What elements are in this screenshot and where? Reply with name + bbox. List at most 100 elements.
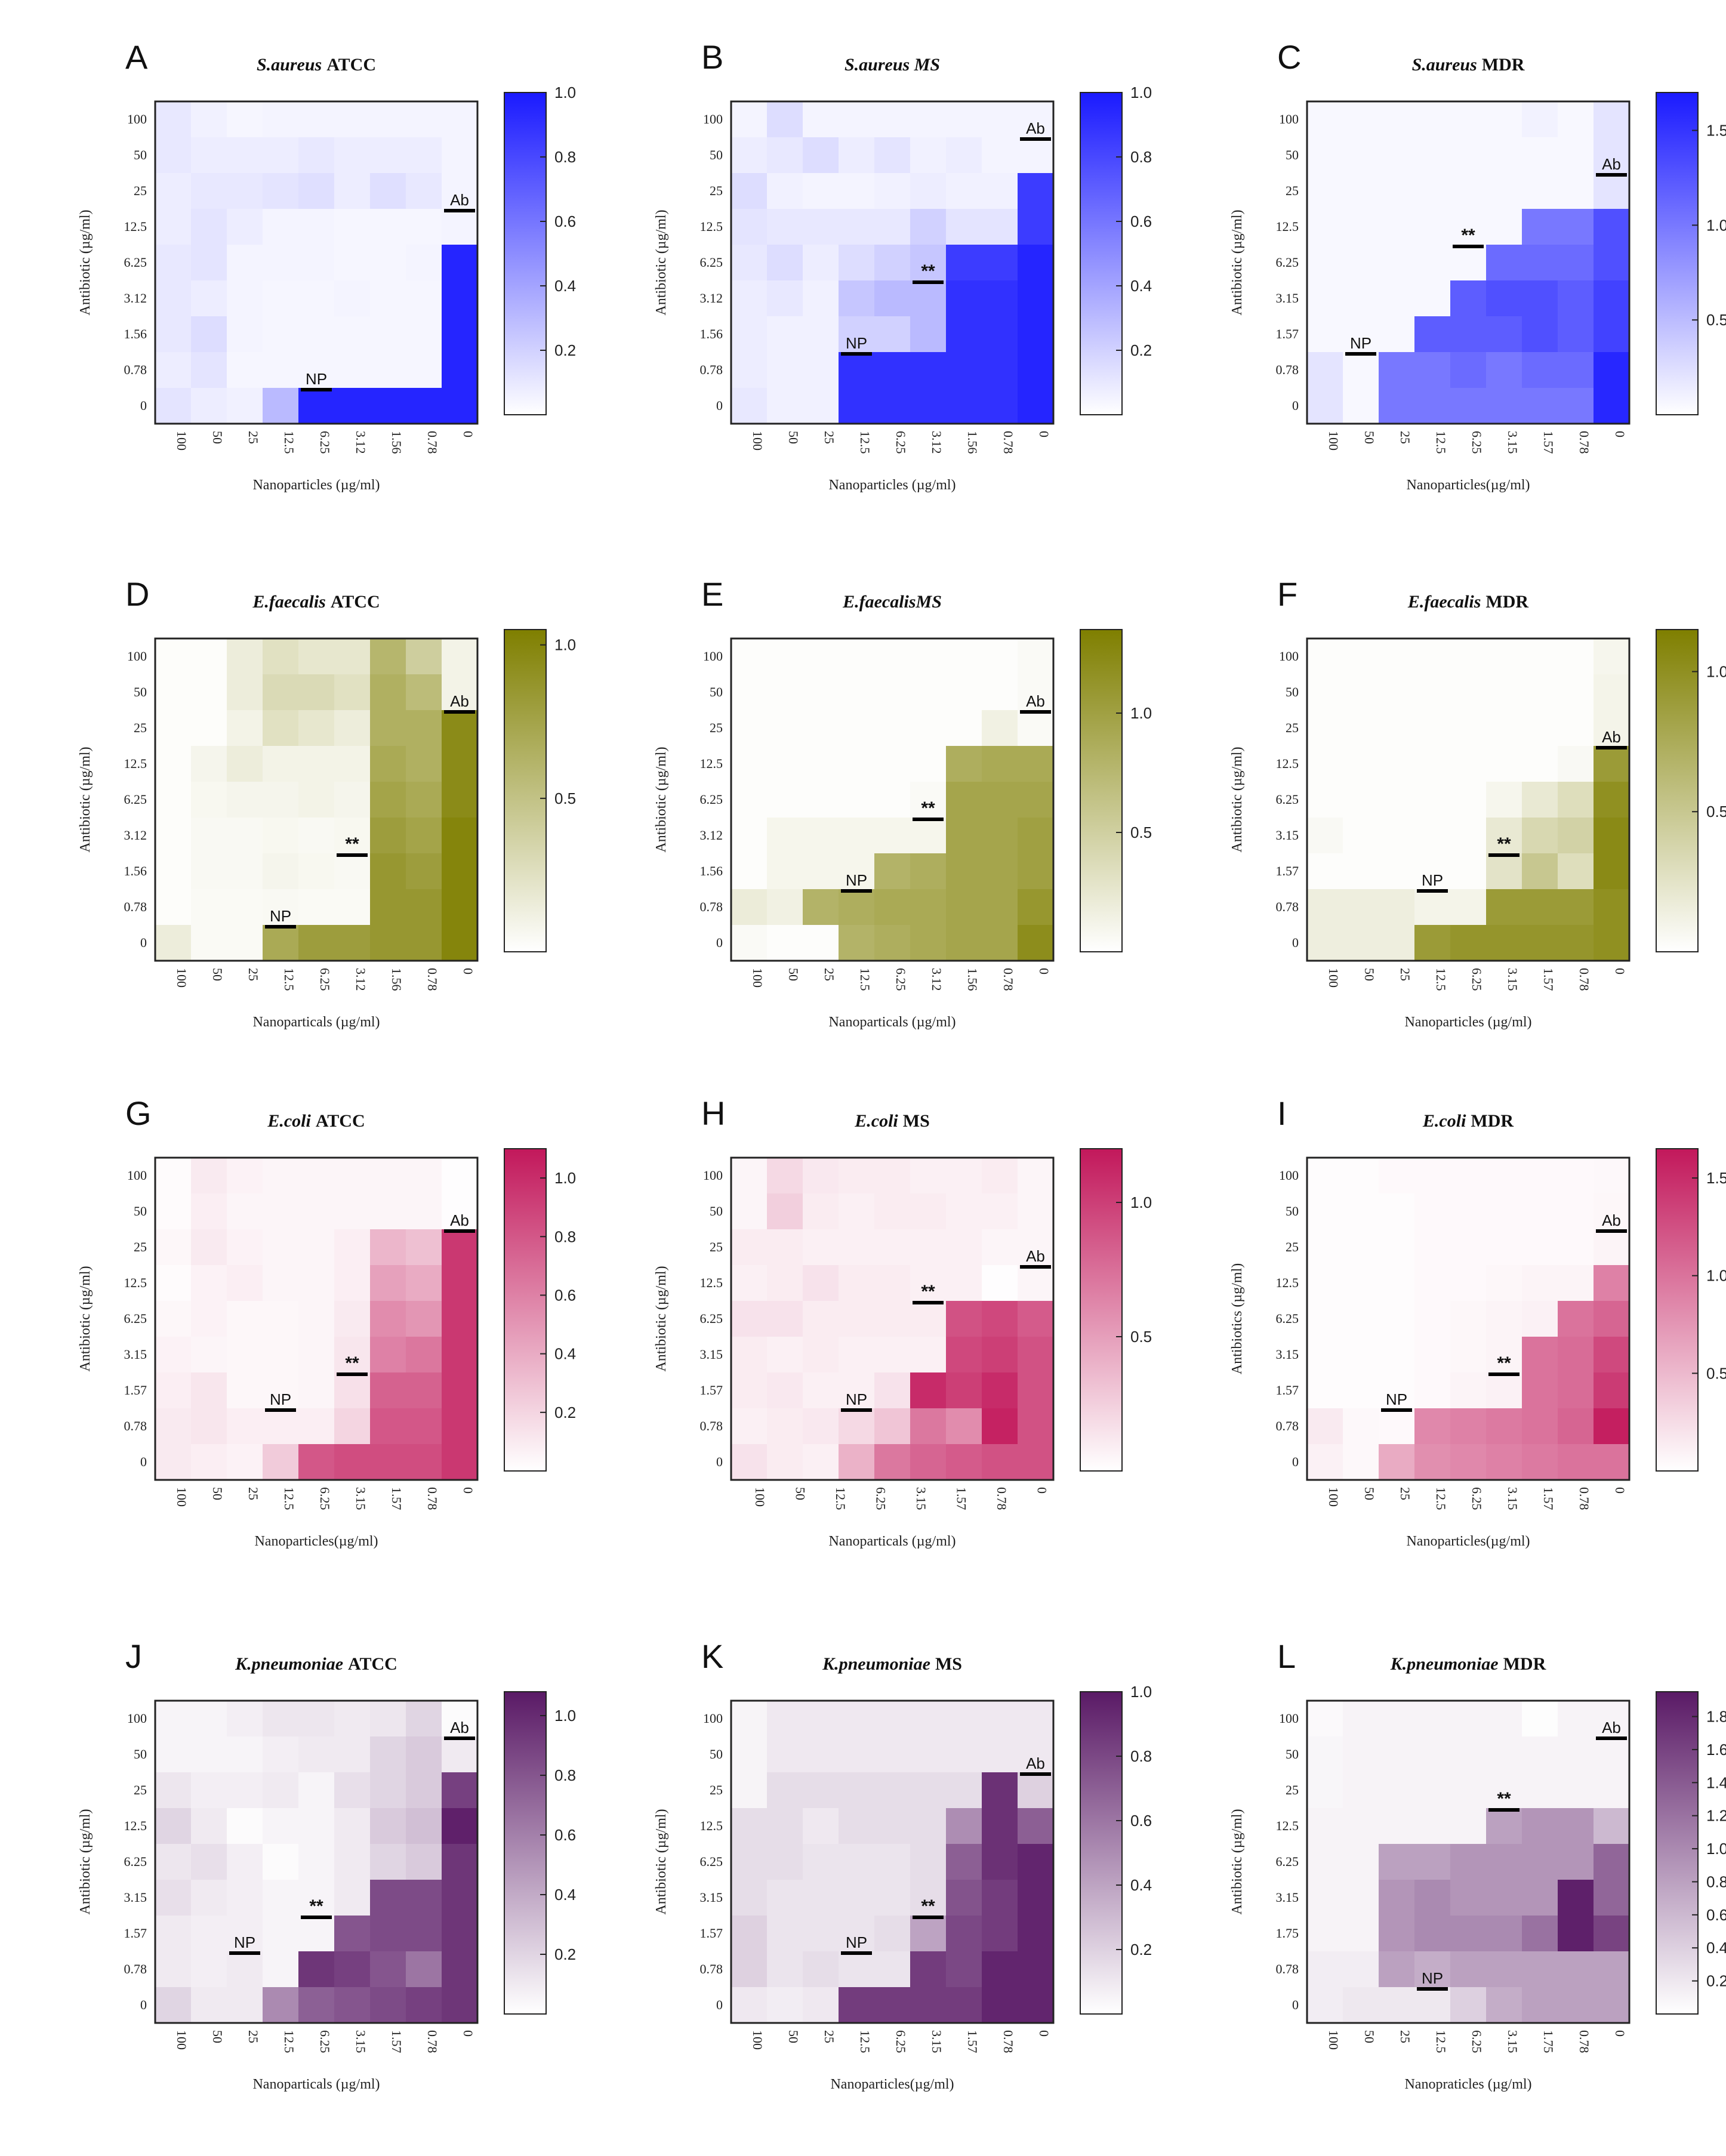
heatmap-cell [1522, 1193, 1558, 1230]
np-marker-label: NP [306, 370, 327, 388]
heatmap-cell [298, 1444, 335, 1480]
heatmap-cell [227, 1301, 263, 1337]
panel-title: S.aureus MS [844, 55, 940, 75]
heatmap-cell [1558, 818, 1594, 854]
heatmap-cell [263, 1916, 299, 1952]
y-tick-label: 0.78 [1276, 1418, 1299, 1433]
y-tick-label: 100 [703, 1711, 723, 1726]
heatmap-cell [1522, 1987, 1558, 2024]
heatmap-cell [370, 1701, 406, 1737]
y-tick-label: 12.5 [700, 1818, 723, 1833]
y-tick-label: 25 [134, 183, 147, 198]
x-tick-label: 0 [461, 1487, 476, 1494]
heatmap-cell [155, 245, 192, 281]
heatmap-cell [874, 173, 911, 209]
x-tick-label: 0 [1613, 968, 1628, 974]
heatmap-cell [1522, 1372, 1558, 1409]
colorbar [1080, 92, 1123, 415]
heatmap-cell [1307, 101, 1343, 138]
heatmap-cell [1018, 1229, 1054, 1266]
y-tick-label: 0 [716, 1454, 723, 1469]
y-tick-label: 1.57 [124, 1383, 147, 1398]
panel-j: J K.pneumoniae ATCC 100 50 25 12.5 6.25 3.15 1.57… [78, 1637, 576, 2092]
heatmap-cell [334, 352, 371, 388]
heatmap-cell [1486, 137, 1522, 174]
x-tick-label: 12.5 [1434, 2030, 1448, 2053]
heatmap-cell [803, 1844, 839, 1880]
heatmap-cell [1450, 1408, 1487, 1445]
heatmap-cell [155, 1337, 192, 1373]
heatmap-cell [1379, 639, 1415, 675]
heatmap-cell [155, 1808, 192, 1845]
heatmap-cell [874, 1158, 911, 1194]
heatmap-cell [298, 710, 335, 747]
heatmap-cell [370, 1916, 406, 1952]
heatmap-cell [406, 818, 442, 854]
panel-letter: G [125, 1094, 152, 1132]
heatmap-cell [839, 1844, 875, 1880]
heatmap-cell [803, 1951, 839, 1988]
x-axis-title: Nanoparticles(µg/ml) [830, 2077, 954, 2092]
heatmap-cell [731, 1736, 768, 1773]
heatmap-cell [1018, 1844, 1054, 1880]
y-tick-label: 0 [140, 398, 147, 413]
heatmap-cell [1018, 639, 1054, 675]
y-tick-label: 3.12 [700, 828, 723, 843]
heatmap-cell [406, 101, 442, 138]
heatmap-cell [839, 710, 875, 747]
title-strain: MDR [1503, 1654, 1546, 1674]
y-tick-label: 50 [1286, 1747, 1299, 1762]
heatmap-cell [731, 316, 768, 353]
heatmap-cell [1594, 674, 1630, 711]
heatmap-cell [910, 1701, 947, 1737]
x-tick-label: 3.15 [353, 2030, 368, 2053]
heatmap-cell [1018, 1951, 1054, 1988]
heatmap-cell [227, 782, 263, 818]
heatmap-cell [406, 1916, 442, 1952]
y-tick-label: 25 [710, 183, 723, 198]
heatmap-cell [263, 1987, 299, 2024]
heatmap-cell [1450, 137, 1487, 174]
heatmap-cell [946, 1301, 982, 1337]
x-tick-label: 25 [246, 2030, 261, 2043]
heatmap-cell [982, 710, 1018, 747]
heatmap-cell [370, 925, 406, 961]
heatmap-cell [1486, 388, 1522, 424]
heatmap-cell [874, 925, 911, 961]
heatmap-cell [263, 1736, 299, 1773]
x-tick-label: 0.78 [1577, 968, 1592, 991]
heatmap-cell [1018, 674, 1054, 711]
x-tick-label: 0 [461, 968, 476, 974]
heatmap-cell [1414, 245, 1451, 281]
x-tick-label: 0.78 [425, 1487, 440, 1510]
colorbar-tick-label: 0.6 [554, 212, 576, 230]
x-axis-title: Nanoparticles(µg/ml) [254, 1534, 378, 1549]
panel-title: E.faecalisMS [842, 592, 942, 612]
y-tick-label: 0.78 [124, 362, 147, 377]
heatmap-cell [767, 746, 803, 782]
heatmap-cell [1343, 209, 1379, 245]
heatmap-cell [1594, 1736, 1630, 1773]
heatmap-cell [910, 1301, 947, 1337]
heatmap-cell [839, 388, 875, 424]
heatmap-cell [946, 1987, 982, 2024]
synergy-marker-label: ** [1497, 834, 1511, 854]
panel-letter: C [1277, 38, 1301, 76]
heatmap-cell [1307, 889, 1343, 926]
heatmap-cell [406, 925, 442, 961]
colorbar-tick-label: 0.6 [554, 1286, 576, 1304]
heatmap-cell [731, 1301, 768, 1337]
np-marker-label: NP [234, 1933, 255, 1951]
heatmap-cell [839, 101, 875, 138]
heatmap-cell [1594, 1987, 1630, 2024]
heatmap-cell [1594, 1301, 1630, 1337]
colorbar-tick-label: 1.0 [554, 636, 576, 654]
heatmap-cell [1414, 1444, 1451, 1480]
y-tick-label: 6.25 [700, 1854, 723, 1869]
heatmap-cell [731, 746, 768, 782]
heatmap-cell [191, 1701, 227, 1737]
heatmap-cell [1307, 1337, 1343, 1373]
heatmap-cell [1018, 1772, 1054, 1809]
heatmap-cell [442, 1158, 478, 1194]
heatmap-cell [406, 209, 442, 245]
